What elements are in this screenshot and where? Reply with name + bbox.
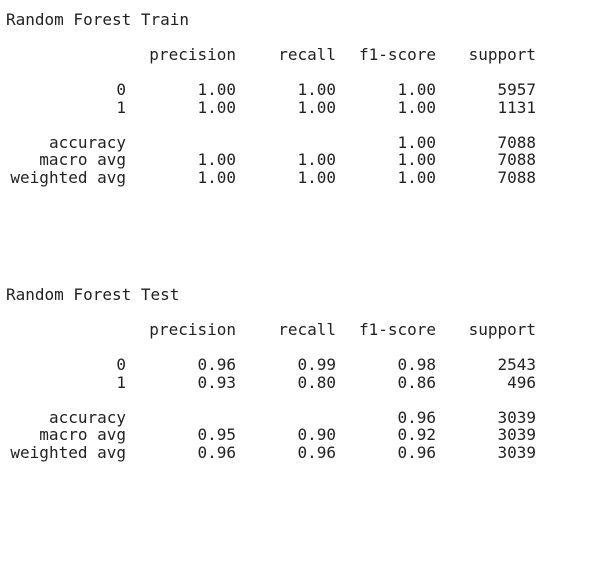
f1-score-value: 0.96 <box>397 407 436 427</box>
summary-row-weighted-avg: weighted avg 0.96 0.96 0.96 3039 <box>6 442 566 462</box>
header-row: precision recall f1-score support <box>6 321 566 339</box>
row-label: macro avg <box>39 425 126 444</box>
f1-score-header: f1-score <box>358 320 436 339</box>
support-value: 5957 <box>497 80 536 99</box>
row-label: weighted avg <box>10 442 126 462</box>
precision-value: 0.93 <box>197 372 236 392</box>
summary-row-accuracy: accuracy 0.96 3039 <box>6 407 566 427</box>
row-label: accuracy <box>48 407 126 427</box>
recall-value: 0.80 <box>297 372 336 392</box>
class-row: 1 0.93 0.80 0.86 496 <box>6 372 566 392</box>
row-label: 0 <box>116 80 126 99</box>
precision-header: precision <box>149 45 236 64</box>
summary-row-macro-avg: macro avg 1.00 1.00 1.00 7088 <box>6 151 566 169</box>
report-title: Random Forest Test <box>6 285 180 304</box>
support-value: 7088 <box>497 132 536 152</box>
support-value: 3039 <box>497 442 536 462</box>
f1-score-header: f1-score <box>358 45 436 64</box>
recall-value: 1.00 <box>297 150 336 169</box>
precision-value: 0.96 <box>197 355 236 374</box>
recall-header: recall <box>278 45 336 64</box>
precision-value: 1.00 <box>197 80 236 99</box>
support-value: 3039 <box>497 425 536 444</box>
precision-value: 0.96 <box>197 442 236 462</box>
recall-value: 0.90 <box>297 425 336 444</box>
summary-row-accuracy: accuracy 1.00 7088 <box>6 132 566 152</box>
support-value: 496 <box>507 372 536 392</box>
support-header: support <box>468 320 536 339</box>
f1-score-value: 1.00 <box>397 167 436 187</box>
support-header: support <box>468 45 536 64</box>
report-title: Random Forest Train <box>6 10 190 29</box>
header-row: precision recall f1-score support <box>6 46 566 64</box>
support-value: 3039 <box>497 407 536 427</box>
row-label: 1 <box>116 97 126 117</box>
row-label: 1 <box>116 372 126 392</box>
precision-value: 0.95 <box>197 425 236 444</box>
recall-value: 0.96 <box>297 442 336 462</box>
class-row: 1 1.00 1.00 1.00 1131 <box>6 97 566 117</box>
f1-score-value: 1.00 <box>397 132 436 152</box>
precision-value: 1.00 <box>197 150 236 169</box>
train-classification-report: Random Forest Train precision recall f1-… <box>6 10 566 186</box>
precision-value: 1.00 <box>197 97 236 117</box>
support-value: 2543 <box>497 355 536 374</box>
class-row: 0 0.96 0.99 0.98 2543 <box>6 356 566 374</box>
summary-row-macro-avg: macro avg 0.95 0.90 0.92 3039 <box>6 426 566 444</box>
row-label: accuracy <box>48 132 126 152</box>
support-value: 7088 <box>497 150 536 169</box>
recall-value: 1.00 <box>297 167 336 187</box>
f1-score-value: 1.00 <box>397 97 436 117</box>
recall-value: 0.99 <box>297 355 336 374</box>
precision-header: precision <box>149 320 236 339</box>
support-value: 1131 <box>497 97 536 117</box>
f1-score-value: 1.00 <box>397 80 436 99</box>
f1-score-value: 0.98 <box>397 355 436 374</box>
class-row: 0 1.00 1.00 1.00 5957 <box>6 81 566 99</box>
f1-score-value: 1.00 <box>397 150 436 169</box>
recall-header: recall <box>278 320 336 339</box>
f1-score-value: 0.96 <box>397 442 436 462</box>
f1-score-value: 0.92 <box>397 425 436 444</box>
recall-value: 1.00 <box>297 97 336 117</box>
f1-score-value: 0.86 <box>397 372 436 392</box>
row-label: 0 <box>116 355 126 374</box>
row-label: macro avg <box>39 150 126 169</box>
recall-value: 1.00 <box>297 80 336 99</box>
test-classification-report: Random Forest Test precision recall f1-s… <box>6 285 566 461</box>
summary-row-weighted-avg: weighted avg 1.00 1.00 1.00 7088 <box>6 167 566 187</box>
precision-value: 1.00 <box>197 167 236 187</box>
support-value: 7088 <box>497 167 536 187</box>
row-label: weighted avg <box>10 167 126 187</box>
